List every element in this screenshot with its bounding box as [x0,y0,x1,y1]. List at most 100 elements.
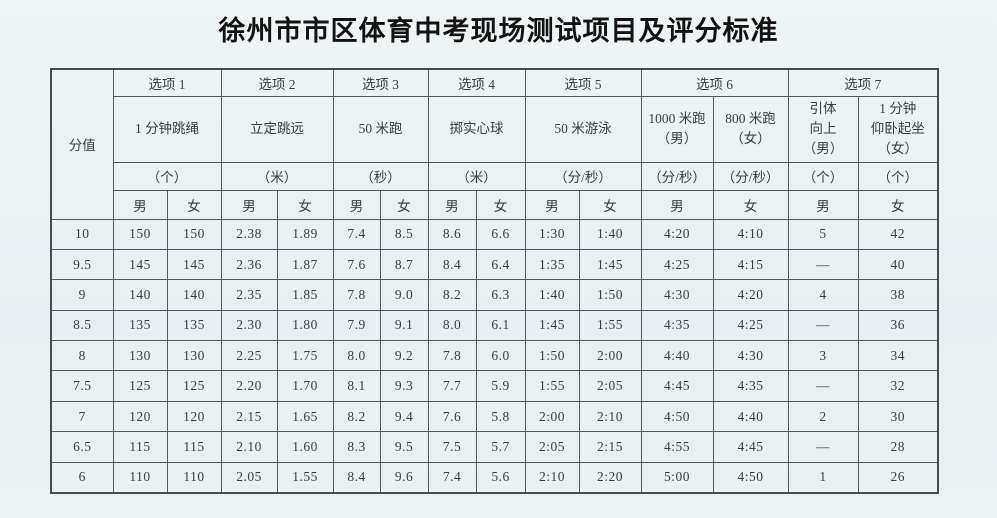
value-cell: 4:20 [712,279,789,311]
option-3-header: 选项 3 [332,68,429,97]
value-cell: 4:50 [712,461,789,494]
gender-cell: 男 [112,189,168,220]
value-cell: 7.9 [332,309,381,342]
value-cell: 120 [112,400,168,433]
event-pull-up-male: 引体 向上 （男） [787,95,859,163]
value-cell: 4:45 [640,370,714,402]
value-cell: 4:55 [640,431,714,463]
unit-cell: （米） [220,161,334,191]
value-cell: 135 [166,309,222,342]
value-cell: 1.60 [276,431,334,463]
value-cell: 6.1 [475,309,526,342]
value-cell: 130 [112,340,168,372]
value-cell: 5 [787,218,859,250]
value-cell: 5.7 [475,431,526,463]
value-cell: 7.5 [427,431,477,463]
value-cell: 2:10 [524,461,580,494]
value-cell: 130 [166,340,222,372]
score-cell: 6.5 [50,431,114,463]
unit-cell: （米） [427,161,526,191]
event-medicine-ball-throw: 掷实心球 [427,95,526,163]
value-cell: 140 [166,279,222,311]
option-4-header: 选项 4 [427,68,526,97]
gender-cell: 女 [475,189,526,220]
unit-cell: （秒） [332,161,429,191]
score-cell: 7.5 [50,370,114,402]
value-cell: 32 [857,370,939,402]
event-50m-run: 50 米跑 [332,95,429,163]
table-row: 6.5 115 115 2.10 1.60 8.3 9.5 7.5 5.7 2:05 2:15 4:5… [50,431,939,463]
value-cell: 2:00 [578,340,642,372]
value-cell: 9.3 [379,370,429,402]
value-cell: 9.4 [379,400,429,433]
value-cell: 150 [112,218,168,250]
value-cell: 1.80 [276,309,334,342]
value-cell: 125 [166,370,222,402]
value-cell: 7.7 [427,370,477,402]
value-cell: 2.38 [220,218,278,250]
value-cell: 4:30 [640,279,714,311]
value-cell: 5.6 [475,461,526,494]
value-cell: — [787,309,859,342]
score-column-header: 分值 [50,68,114,220]
score-cell: 8 [50,340,114,372]
value-cell: 7.6 [332,248,381,281]
value-cell: 4:30 [712,340,789,372]
value-cell: 1:40 [578,218,642,250]
gender-cell: 男 [427,189,477,220]
table-row: 8.5 135 135 2.30 1.80 7.9 9.1 8.0 6.1 1:45 1:55 4:3… [50,309,939,342]
value-cell: 150 [166,218,222,250]
value-cell: 145 [166,248,222,281]
value-cell: 4:15 [712,248,789,281]
value-cell: 4:45 [712,431,789,463]
value-cell: 5.9 [475,370,526,402]
event-800m-run-female: 800 米跑 （女） [712,95,789,163]
value-cell: 8.0 [332,340,381,372]
unit-cell: （分/秒） [640,161,714,191]
value-cell: 125 [112,370,168,402]
event-50m-swim: 50 米游泳 [524,95,642,163]
score-table: 分值 选项 1 选项 2 选项 3 选项 4 选项 5 选项 6 选项 7 1 … [50,68,939,494]
value-cell: 115 [112,431,168,463]
value-cell: 7.8 [427,340,477,372]
value-cell: 8.1 [332,370,381,402]
table-header: 分值 选项 1 选项 2 选项 3 选项 4 选项 5 选项 6 选项 7 1 … [50,68,939,220]
value-cell: 38 [857,279,939,311]
value-cell: 8.7 [379,248,429,281]
value-cell: 30 [857,400,939,433]
value-cell: 7.6 [427,400,477,433]
value-cell: 4:50 [640,400,714,433]
value-cell: 4:40 [712,400,789,433]
value-cell: 2 [787,400,859,433]
header-row-units: （个） （米） （秒） （米） （分/秒） （分/秒） （分/秒） （个） （个… [51,161,939,191]
value-cell: 110 [112,461,168,494]
header-row-genders: 男 女 男 女 男 女 男 女 男 女 男 女 男 女 [51,189,939,220]
value-cell: 9.5 [379,431,429,463]
gender-cell: 男 [640,189,714,220]
table-row: 9 140 140 2.35 1.85 7.8 9.0 8.2 6.3 1:40 1:50 4:30 4… [50,279,939,311]
value-cell: 2.15 [220,400,278,433]
page-title: 徐州市市区体育中考现场测试项目及评分标准 [218,16,779,46]
value-cell: 1 [787,461,859,494]
value-cell: 1.85 [276,279,334,311]
value-cell: 1:55 [578,309,642,342]
value-cell: 9.0 [379,279,429,311]
value-cell: 2:10 [578,400,642,433]
value-cell: 145 [112,248,168,281]
value-cell: 2:20 [578,461,642,494]
event-sit-up-female: 1 分钟 仰卧起坐 （女） [857,95,939,163]
value-cell: 8.0 [427,309,477,342]
gender-cell: 男 [220,189,278,220]
value-cell: 2:05 [524,431,580,463]
value-cell: 1.89 [276,218,334,250]
score-cell: 7 [50,400,114,433]
value-cell: — [787,248,859,281]
gender-cell: 男 [787,189,859,220]
gender-cell: 女 [712,189,789,220]
value-cell: 1:55 [524,370,580,402]
option-6-header: 选项 6 [640,68,789,97]
value-cell: 2.10 [220,431,278,463]
value-cell: 1:50 [578,279,642,311]
event-standing-long-jump: 立定跳远 [220,95,334,163]
